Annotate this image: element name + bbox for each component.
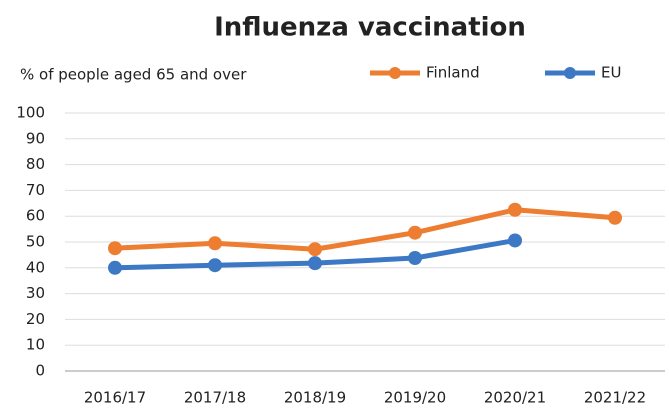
y-tick-label: 40 <box>26 258 45 276</box>
x-tick-label: 2017/18 <box>184 389 246 407</box>
data-point <box>508 233 522 248</box>
y-tick-label: 100 <box>16 104 45 122</box>
data-point <box>108 260 122 275</box>
data-point <box>408 250 422 265</box>
y-tick-label: 20 <box>26 310 45 328</box>
y-tick-label: 60 <box>26 207 45 225</box>
x-tick-label: 2020/21 <box>484 389 546 407</box>
y-tick-label: 30 <box>26 284 45 302</box>
y-tick-label: 70 <box>26 181 45 199</box>
y-tick-label: 80 <box>26 155 45 173</box>
legend-marker <box>564 67 576 79</box>
data-point <box>508 202 522 217</box>
data-point <box>208 258 222 273</box>
legend-label: EU <box>601 64 621 82</box>
data-point <box>608 210 622 225</box>
y-tick-label: 50 <box>26 233 45 251</box>
data-point <box>108 241 122 256</box>
series-line <box>114 207 616 252</box>
x-tick-label: 2018/19 <box>284 389 346 407</box>
x-tick-label: 2016/17 <box>84 389 146 407</box>
data-point <box>408 225 422 240</box>
x-tick-label: 2021/22 <box>584 389 646 407</box>
x-tick-label: 2019/20 <box>384 389 446 407</box>
y-tick-label: 10 <box>26 336 45 354</box>
chart-title: Influenza vaccination <box>214 13 526 43</box>
legend-label: Finland <box>426 64 480 82</box>
data-point <box>308 256 322 271</box>
y-tick-label: 90 <box>26 129 45 147</box>
legend-marker <box>389 67 401 79</box>
data-point <box>308 242 322 257</box>
data-point <box>208 236 222 251</box>
y-tick-label: 0 <box>35 362 45 380</box>
chart-subtitle: % of people aged 65 and over <box>20 66 247 84</box>
